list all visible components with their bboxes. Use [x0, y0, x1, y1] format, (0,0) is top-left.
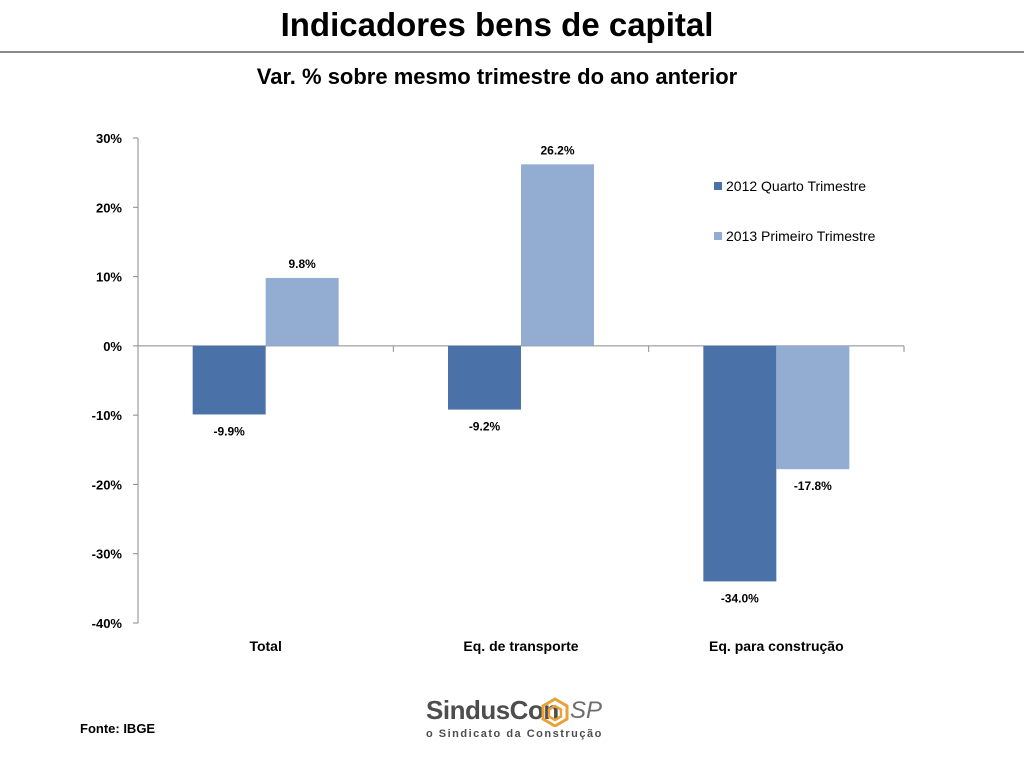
bar-2012-q4 [448, 345, 521, 410]
data-label: 26.2% [540, 143, 574, 157]
legend-entry: 2012 Quarto Trimestre [726, 178, 866, 194]
logo-mark-icon [541, 697, 569, 727]
y-tick-label: 0% [103, 339, 122, 354]
bar-chart: 30% 20% 10% 0% -10% -20% -30% -40% -9.9% 9.8% Tota… [92, 131, 905, 654]
chart-subtitle: Var. % sobre mesmo trimestre do ano ante… [256, 64, 738, 89]
data-label: -9.2% [469, 420, 501, 434]
logo-tagline: o Sindicato da Construção [426, 728, 603, 740]
data-label: -9.9% [213, 424, 245, 438]
x-category-label: Total [249, 638, 281, 654]
logo-name: SindusCon [426, 695, 559, 725]
y-tick-label: 10% [96, 270, 122, 285]
bar-2012-q4 [703, 345, 777, 582]
y-tick-label: -20% [92, 477, 123, 492]
y-tick-label: -30% [92, 547, 123, 562]
y-tick-label: -40% [92, 616, 123, 631]
x-category-label: Eq. de transporte [463, 638, 578, 654]
data-label: -17.8% [794, 479, 832, 493]
legend-swatch [714, 182, 722, 190]
sinduscon-logo: SindusCon SP o Sindicato da Construção [420, 695, 610, 745]
legend-swatch [714, 232, 722, 240]
bar-2013-q1 [521, 164, 594, 346]
legend-entry: 2013 Primeiro Trimestre [726, 228, 876, 244]
bar-2013-q1 [265, 277, 339, 346]
data-label: -34.0% [721, 591, 759, 605]
x-category-label: Eq. para construção [709, 638, 844, 654]
data-label: 9.8% [288, 257, 316, 271]
bar-2013-q1 [776, 345, 850, 470]
y-tick-label: 30% [96, 131, 122, 146]
y-tick-label: -10% [92, 408, 123, 423]
y-tick-label: 20% [96, 200, 122, 215]
bar-2012-q4 [192, 345, 266, 415]
logo-region: SP [570, 697, 603, 724]
page-title: Indicadores bens de capital [280, 6, 714, 43]
title-divider [0, 51, 1024, 53]
source-note: Fonte: IBGE [80, 721, 156, 736]
